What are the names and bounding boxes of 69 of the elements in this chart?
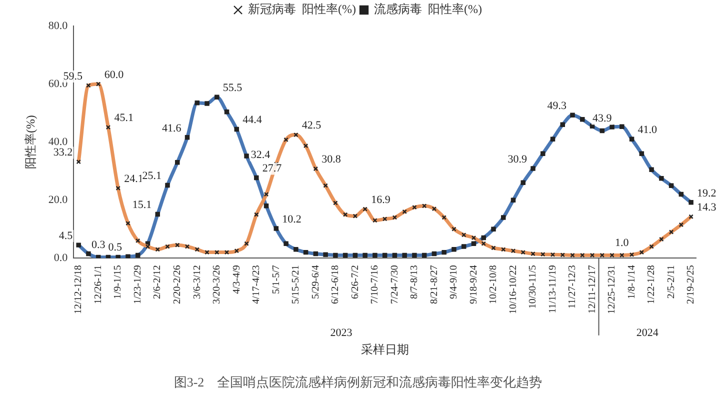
data-label: 30.9 [508,153,528,166]
x-tick-label: 7/24-7/30 [389,265,400,304]
x-tick-label: 12/26-1/1 [92,265,104,304]
data-label: 55.5 [222,82,243,94]
data-label: 49.3 [547,100,568,112]
x-tick-label: 2/20-2/26 [172,265,183,304]
data-label: 33.2 [53,146,73,159]
x-tick-label: 5/15-5/21 [290,265,302,304]
x-tick-label: 1/22-1/28 [646,265,658,304]
x-tick-label: 1/23-1/29 [132,265,144,304]
y-axis-title: 阳性率(%) [23,115,38,170]
x-tick-label: 9/4-9/10 [448,265,460,300]
x-tick-label: 11/27-12/3 [567,265,578,309]
data-label: 15.1 [132,199,152,212]
data-label: 41.6 [162,122,182,134]
data-label: 14.3 [697,202,717,214]
data-label: 1.0 [615,237,630,250]
legend-label: 流感病毒 阳性率(%) [374,2,482,16]
y-tick-label: 80.0 [48,20,68,32]
data-label: 0.5 [108,242,122,254]
x-tick-label: 6/12-6/18 [330,265,342,304]
legend-label: 新冠病毒 阳性率(%) [248,2,356,16]
data-label: 60.0 [104,68,124,81]
x-tick-label: 12/25-12/31 [606,265,618,314]
data-label: 27.7 [262,162,282,175]
data-label: 24.1 [124,173,144,186]
data-label: 19.2 [697,187,716,200]
data-label: 41.0 [638,124,658,136]
x-tick-label: 9/18-9/24 [468,265,480,304]
data-label: 59.5 [63,70,83,82]
x-tick-label: 5/1-5/7 [270,265,282,294]
text: 图3-2 全国哨点医院流感样病例新冠和流感病毒阳性率变化趋势 [174,374,542,390]
y-tick-label: 20.0 [48,194,68,206]
x-tick-label: 8/7-8/13 [409,265,420,300]
data-label: 4.5 [58,230,74,242]
x-tick-label: 1/9-1/15 [112,265,124,300]
data-label: 44.4 [242,114,262,126]
x-tick-label: 12/11-12/17 [586,265,598,314]
x-tick-label: 2/5-2/11 [666,265,677,299]
data-label: 43.9 [592,112,612,125]
x-tick-label: 6/26-7/2 [350,265,361,300]
x-tick-label: 7/10-7/16 [370,265,381,304]
data-label: 32.4 [250,149,271,161]
x-tick-label: 1/8-1/14 [626,265,638,300]
y-tick-label: 40.0 [48,136,68,148]
data-label: 25.1 [142,170,162,182]
x-tick-label: 4/3-4/9 [231,265,242,294]
x-tick-label: 4/17-4/23 [251,265,262,304]
x-tick-label: 10/2-10/8 [488,265,500,304]
x-tick-label: 3/6-3/12 [192,265,203,300]
text: 2024 [636,326,659,339]
data-label: 16.9 [371,194,391,206]
x-tick-label: 11/13-11/19 [547,265,558,314]
x-axis-title: 采样日期 [360,342,409,356]
x-tick-label: 8/21-8/27 [428,265,440,304]
data-label: 0.3 [91,239,106,252]
data-label: 10.2 [282,213,302,226]
y-tick-label: 0.0 [54,252,68,264]
data-label: 30.8 [322,154,342,166]
x-tick-label: 12/12-12/18 [73,265,84,314]
text: 2023 [330,326,353,339]
x-tick-label: 5/29-6/4 [310,265,322,300]
data-label: 42.5 [302,120,322,132]
x-tick-label: 2/19-2/25 [686,265,697,304]
x-tick-label: 2/6-2/12 [152,265,164,300]
x-tick-label: 10/30-11/5 [528,265,539,309]
data-label: 45.1 [114,112,134,124]
x-tick-label: 10/16-10/22 [508,265,519,314]
x-tick-label: 3/20-3/26 [212,265,223,304]
